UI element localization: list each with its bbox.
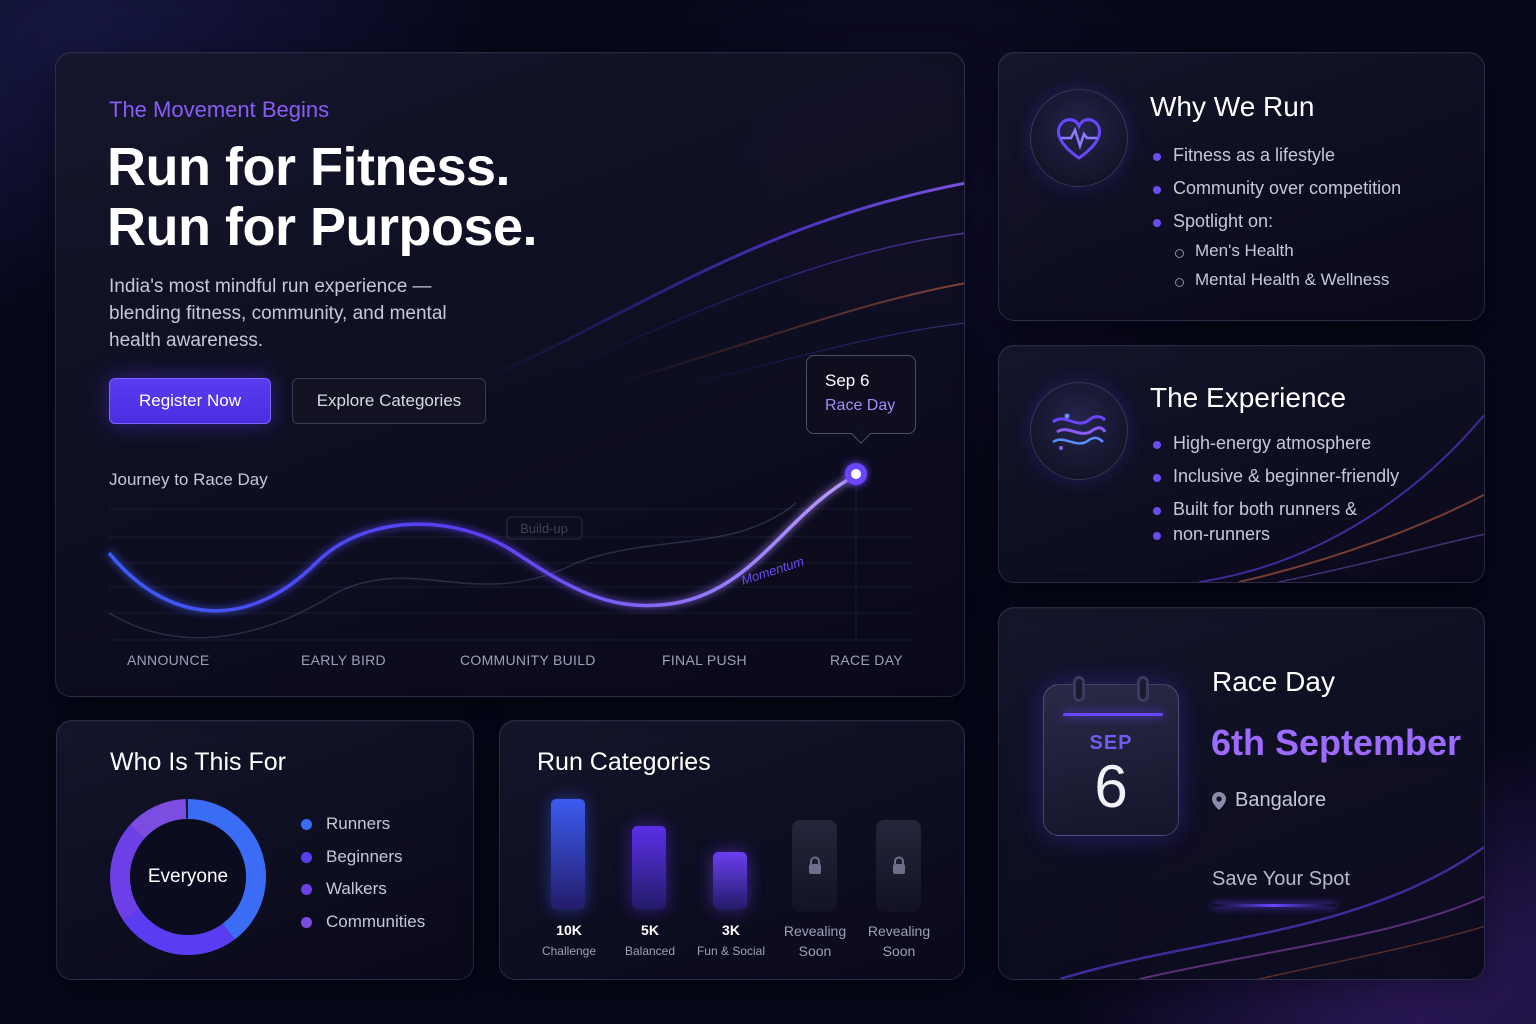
locked-line1: Revealing bbox=[783, 923, 847, 939]
stage-final-push: FINAL PUSH bbox=[662, 652, 747, 668]
register-now-button[interactable]: Register Now bbox=[109, 378, 271, 424]
lock-icon bbox=[892, 856, 905, 874]
who-title: Who Is This For bbox=[110, 748, 286, 776]
experience-item: Inclusive & beginner-friendly bbox=[1151, 466, 1399, 499]
hero-card: The Movement Begins Run for Fitness. Run… bbox=[55, 52, 965, 697]
locked-category-label: Revealing Soon bbox=[854, 921, 944, 961]
journey-main-line bbox=[107, 473, 857, 613]
location-text: Bangalore bbox=[1235, 789, 1327, 811]
buildup-tag bbox=[506, 516, 583, 540]
why-sub-item: Mental Health & Wellness bbox=[1151, 270, 1401, 299]
category-name: 5K bbox=[641, 922, 659, 938]
categories-title: Run Categories bbox=[537, 748, 711, 776]
race-day-card: SEP 6 Race Day 6th September Bangalore S… bbox=[998, 607, 1485, 980]
calendar-ring bbox=[1137, 676, 1149, 702]
run-categories-card: Run Categories 10K Challenge 5K Balanced… bbox=[499, 720, 965, 980]
hero-title-line2: Run for Purpose. bbox=[107, 197, 538, 257]
wind-flow-icon bbox=[1030, 382, 1128, 480]
category-bar-5k[interactable] bbox=[632, 826, 666, 909]
locked-line1: Revealing bbox=[867, 923, 931, 939]
category-name: 3K bbox=[722, 922, 740, 938]
buildup-label: Build-up bbox=[520, 521, 568, 536]
legend-dot bbox=[301, 851, 312, 863]
hero-eyebrow: The Movement Begins bbox=[109, 97, 330, 122]
category-bar-3k[interactable] bbox=[713, 852, 747, 909]
donut-segment-walkers bbox=[110, 799, 266, 955]
explore-categories-button[interactable]: Explore Categories bbox=[292, 378, 486, 424]
legend-dot bbox=[301, 819, 312, 830]
donut-segment-runners bbox=[110, 799, 266, 955]
journey-chart: Build-up Momentum bbox=[107, 463, 913, 641]
experience-list: High-energy atmosphere Inclusive & begin… bbox=[1151, 433, 1399, 549]
why-item: Spotlight on: bbox=[1151, 211, 1401, 241]
momentum-label: Momentum bbox=[739, 553, 806, 587]
legend-label: Communities bbox=[326, 911, 426, 931]
why-item: Fitness as a lifestyle bbox=[1151, 145, 1401, 178]
locked-line2: Soon bbox=[798, 943, 832, 959]
save-your-spot-link[interactable]: Save Your Spot bbox=[1212, 868, 1350, 890]
callout-date: Sep 6 bbox=[825, 371, 870, 390]
legend-dot bbox=[301, 884, 312, 895]
legend-item-communities: Communities bbox=[301, 912, 425, 945]
category-bar-10k[interactable] bbox=[551, 799, 585, 909]
calendar-ring bbox=[1073, 676, 1085, 702]
race-day-location: Bangalore bbox=[1211, 789, 1326, 812]
locked-line2: Soon bbox=[882, 943, 916, 959]
experience-item: Built for both runners & bbox=[1151, 499, 1399, 524]
category-sub: Balanced bbox=[624, 944, 676, 958]
heart-pulse-icon bbox=[1030, 89, 1128, 187]
donut-segment-beginners bbox=[110, 799, 266, 955]
calendar-strip bbox=[1063, 713, 1163, 716]
legend-item-walkers: Walkers bbox=[301, 879, 425, 912]
race-day-marker-core bbox=[851, 469, 861, 479]
why-item: Community over competition bbox=[1151, 178, 1401, 211]
calendar-day: 6 bbox=[1094, 753, 1128, 820]
audience-legend: Runners Beginners Walkers Communities bbox=[301, 814, 425, 944]
donut-center-label: Everyone bbox=[147, 866, 229, 887]
race-day-callout: Sep 6 Race Day bbox=[806, 355, 916, 444]
stage-race-day: RACE DAY bbox=[830, 652, 903, 668]
legend-label: Beginners bbox=[326, 846, 403, 866]
stage-announce: ANNOUNCE bbox=[127, 652, 210, 668]
legend-label: Runners bbox=[326, 814, 391, 833]
category-name: 10K bbox=[556, 922, 582, 938]
hero-subtitle: India's most mindful run experience — bl… bbox=[109, 276, 447, 351]
hero-title: Run for Fitness. Run for Purpose. bbox=[107, 137, 538, 257]
legend-label: Walkers bbox=[326, 879, 387, 898]
stage-early-bird: EARLY BIRD bbox=[301, 652, 386, 668]
race-day-title: Race Day bbox=[1212, 666, 1335, 697]
why-sub-item: Men's Health bbox=[1151, 241, 1401, 270]
locked-category-bar bbox=[876, 820, 921, 912]
why-we-run-card: Why We Run Fitness as a lifestyle Commun… bbox=[998, 52, 1485, 321]
lock-icon bbox=[808, 856, 821, 874]
locked-category-bar bbox=[792, 820, 837, 912]
calendar-month: SEP bbox=[1089, 732, 1133, 754]
experience-title: The Experience bbox=[1150, 382, 1347, 413]
locked-category-label: Revealing Soon bbox=[770, 921, 860, 961]
save-your-spot-underline bbox=[1212, 904, 1336, 907]
location-pin-icon bbox=[1212, 791, 1226, 810]
why-we-run-list: Fitness as a lifestyle Community over co… bbox=[1151, 145, 1401, 299]
category-sub: Fun & Social bbox=[696, 944, 766, 958]
why-we-run-title: Why We Run bbox=[1150, 91, 1315, 122]
experience-card: The Experience High-energy atmosphere In… bbox=[998, 345, 1485, 583]
category-sub: Challenge bbox=[541, 944, 597, 958]
experience-item: High-energy atmosphere bbox=[1151, 433, 1399, 466]
legend-dot bbox=[301, 916, 312, 928]
experience-item-continued: non-runners bbox=[1151, 524, 1399, 549]
hero-title-line1: Run for Fitness. bbox=[107, 137, 511, 197]
calendar-icon: SEP 6 bbox=[1041, 676, 1181, 840]
audience-donut-chart bbox=[110, 799, 266, 955]
calendar-body bbox=[1043, 684, 1179, 836]
stage-community-build: COMMUNITY BUILD bbox=[460, 652, 596, 668]
journey-secondary-line bbox=[108, 502, 797, 639]
journey-label: Journey to Race Day bbox=[109, 470, 268, 489]
legend-item-beginners: Beginners bbox=[301, 847, 425, 880]
legend-item-runners: Runners bbox=[301, 814, 425, 847]
callout-label: Race Day bbox=[825, 397, 896, 414]
who-is-this-for-card: Who Is This For Everyone Runners Beginne… bbox=[56, 720, 474, 980]
race-day-date: 6th September bbox=[1211, 722, 1462, 763]
